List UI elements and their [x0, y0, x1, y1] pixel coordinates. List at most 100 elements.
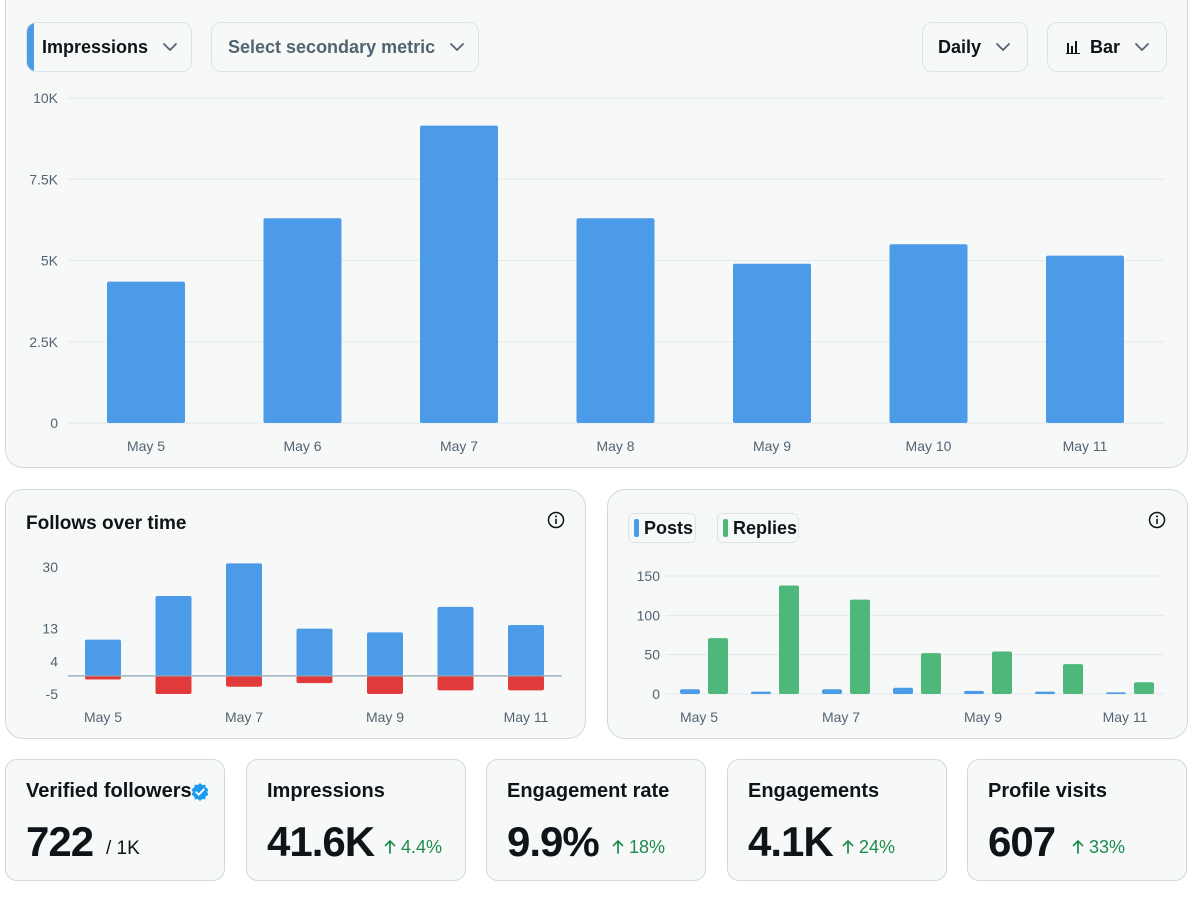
- bar: [889, 244, 968, 423]
- legend-replies[interactable]: Replies: [717, 513, 799, 543]
- posts-bar: [1106, 692, 1126, 694]
- x-tick-label: May 7: [440, 438, 478, 454]
- replies-bar: [921, 653, 941, 694]
- arrow-up-icon: [612, 840, 624, 854]
- y-tick-label: 5K: [41, 253, 59, 269]
- time-range-label: Daily: [938, 36, 982, 57]
- arrow-up-icon: [1072, 840, 1084, 854]
- stat-card-engagement-rate[interactable]: Engagement rate 9.9% 18%: [486, 759, 706, 881]
- x-tick-label: May 5: [84, 709, 122, 725]
- bar: [576, 218, 655, 423]
- stat-title: Profile visits: [988, 780, 1107, 802]
- y-tick-label: -5: [46, 686, 59, 702]
- follows-bar-chart: -5 4 13 30 May 5 May 7 May 9 May 11: [42, 559, 562, 725]
- stat-value: 4.1K: [748, 818, 834, 865]
- follows-bar: [437, 606, 474, 676]
- info-icon[interactable]: [547, 511, 565, 529]
- x-tick-label: May 5: [127, 438, 165, 454]
- chevron-down-icon: [450, 43, 465, 51]
- x-tick-label: May 9: [753, 438, 791, 454]
- secondary-metric-dropdown[interactable]: Select secondary metric: [211, 22, 479, 72]
- stat-suffix: / 1K: [106, 838, 140, 859]
- bar: [420, 125, 498, 423]
- info-icon[interactable]: [1148, 511, 1166, 529]
- unfollows-bar: [296, 675, 333, 684]
- replies-bar: [850, 599, 870, 694]
- stat-card-engagements[interactable]: Engagements 4.1K 24%: [727, 759, 947, 881]
- x-tick-label: May 11: [1103, 709, 1148, 725]
- bar: [107, 281, 185, 423]
- stat-delta-value: 33%: [1089, 837, 1126, 857]
- y-tick-label: 0: [652, 686, 660, 702]
- unfollows-bar: [367, 675, 403, 694]
- x-tick-label: May 8: [596, 438, 634, 454]
- time-range-dropdown[interactable]: Daily: [922, 22, 1028, 72]
- follows-bar: [85, 639, 121, 676]
- x-tick-label: May 7: [822, 709, 860, 725]
- posts-replies-panel: [607, 489, 1188, 739]
- legend-posts[interactable]: Posts: [628, 513, 696, 543]
- posts-bar: [964, 690, 984, 694]
- unfollows-bar: [508, 675, 544, 691]
- chevron-down-icon: [1135, 43, 1149, 51]
- follows-bar: [508, 625, 544, 676]
- posts-bar: [822, 689, 842, 694]
- x-tick-label: May 6: [283, 438, 321, 454]
- replies-bar: [708, 638, 728, 694]
- chevron-down-icon: [996, 43, 1010, 51]
- y-tick-label: 10K: [33, 90, 59, 106]
- secondary-metric-label: Select secondary metric: [228, 36, 436, 57]
- stat-card-profile-visits[interactable]: Profile visits 607 33%: [967, 759, 1187, 881]
- follows-bar: [296, 628, 333, 676]
- primary-metric-accent: [27, 23, 34, 71]
- chart-type-label: Bar: [1090, 36, 1121, 57]
- y-tick-label: 13: [42, 621, 58, 637]
- y-tick-label: 7.5K: [29, 171, 58, 187]
- unfollows-bar: [226, 675, 262, 687]
- y-tick-label: 2.5K: [29, 334, 58, 350]
- bar: [733, 263, 811, 423]
- stat-card-impressions[interactable]: Impressions 41.6K 4.4%: [246, 759, 466, 881]
- x-tick-label: May 7: [225, 709, 263, 725]
- stat-delta-value: 18%: [629, 837, 666, 857]
- posts-bar: [1035, 691, 1055, 694]
- stat-delta: 24%: [842, 837, 895, 858]
- stat-card-verified-followers[interactable]: Verified followers 722 / 1K: [5, 759, 225, 881]
- follows-over-time-title: Follows over time: [26, 513, 187, 534]
- unfollows-bar: [437, 675, 474, 691]
- stat-value: 607: [988, 818, 1056, 865]
- legend-replies-label: Replies: [733, 517, 798, 538]
- y-tick-label: 4: [50, 653, 58, 669]
- impressions-bar-chart: 0 2.5K 5K 7.5K 10K May 5 May 6 May 7 May 8 May 9 M…: [29, 90, 1164, 454]
- replies-bar: [1063, 664, 1083, 694]
- chart-type-dropdown[interactable]: Bar: [1047, 22, 1167, 72]
- stat-title: Engagement rate: [507, 780, 670, 802]
- arrow-up-icon: [384, 840, 396, 854]
- arrow-up-icon: [842, 840, 854, 854]
- y-tick-label: 30: [42, 559, 58, 575]
- replies-bar: [992, 651, 1012, 694]
- y-tick-label: 50: [644, 647, 660, 663]
- follows-over-time-panel: [5, 489, 586, 739]
- primary-metric-dropdown[interactable]: Impressions: [26, 22, 192, 72]
- chevron-down-icon: [163, 43, 177, 51]
- follows-bar: [155, 596, 192, 676]
- primary-metric-label: Impressions: [42, 36, 149, 57]
- stat-value: 722: [26, 818, 94, 865]
- posts-swatch: [634, 519, 639, 537]
- x-tick-label: May 5: [680, 709, 718, 725]
- bar: [1046, 255, 1124, 423]
- y-tick-label: 100: [637, 607, 661, 623]
- x-tick-label: May 10: [906, 438, 952, 454]
- stat-title: Engagements: [748, 780, 880, 802]
- stat-value: 9.9%: [507, 818, 600, 865]
- posts-replies-bar-chart: 0 50 100 150 May 5 May 7 May 9 May 11: [637, 568, 1164, 725]
- stat-delta: 18%: [612, 837, 665, 858]
- replies-bar: [779, 585, 799, 694]
- y-tick-label: 150: [637, 568, 661, 584]
- stat-title: Verified followers: [26, 780, 192, 802]
- follows-bar: [367, 632, 403, 676]
- unfollows-bar: [85, 675, 121, 680]
- x-tick-label: May 11: [1063, 438, 1108, 454]
- replies-swatch: [723, 519, 728, 537]
